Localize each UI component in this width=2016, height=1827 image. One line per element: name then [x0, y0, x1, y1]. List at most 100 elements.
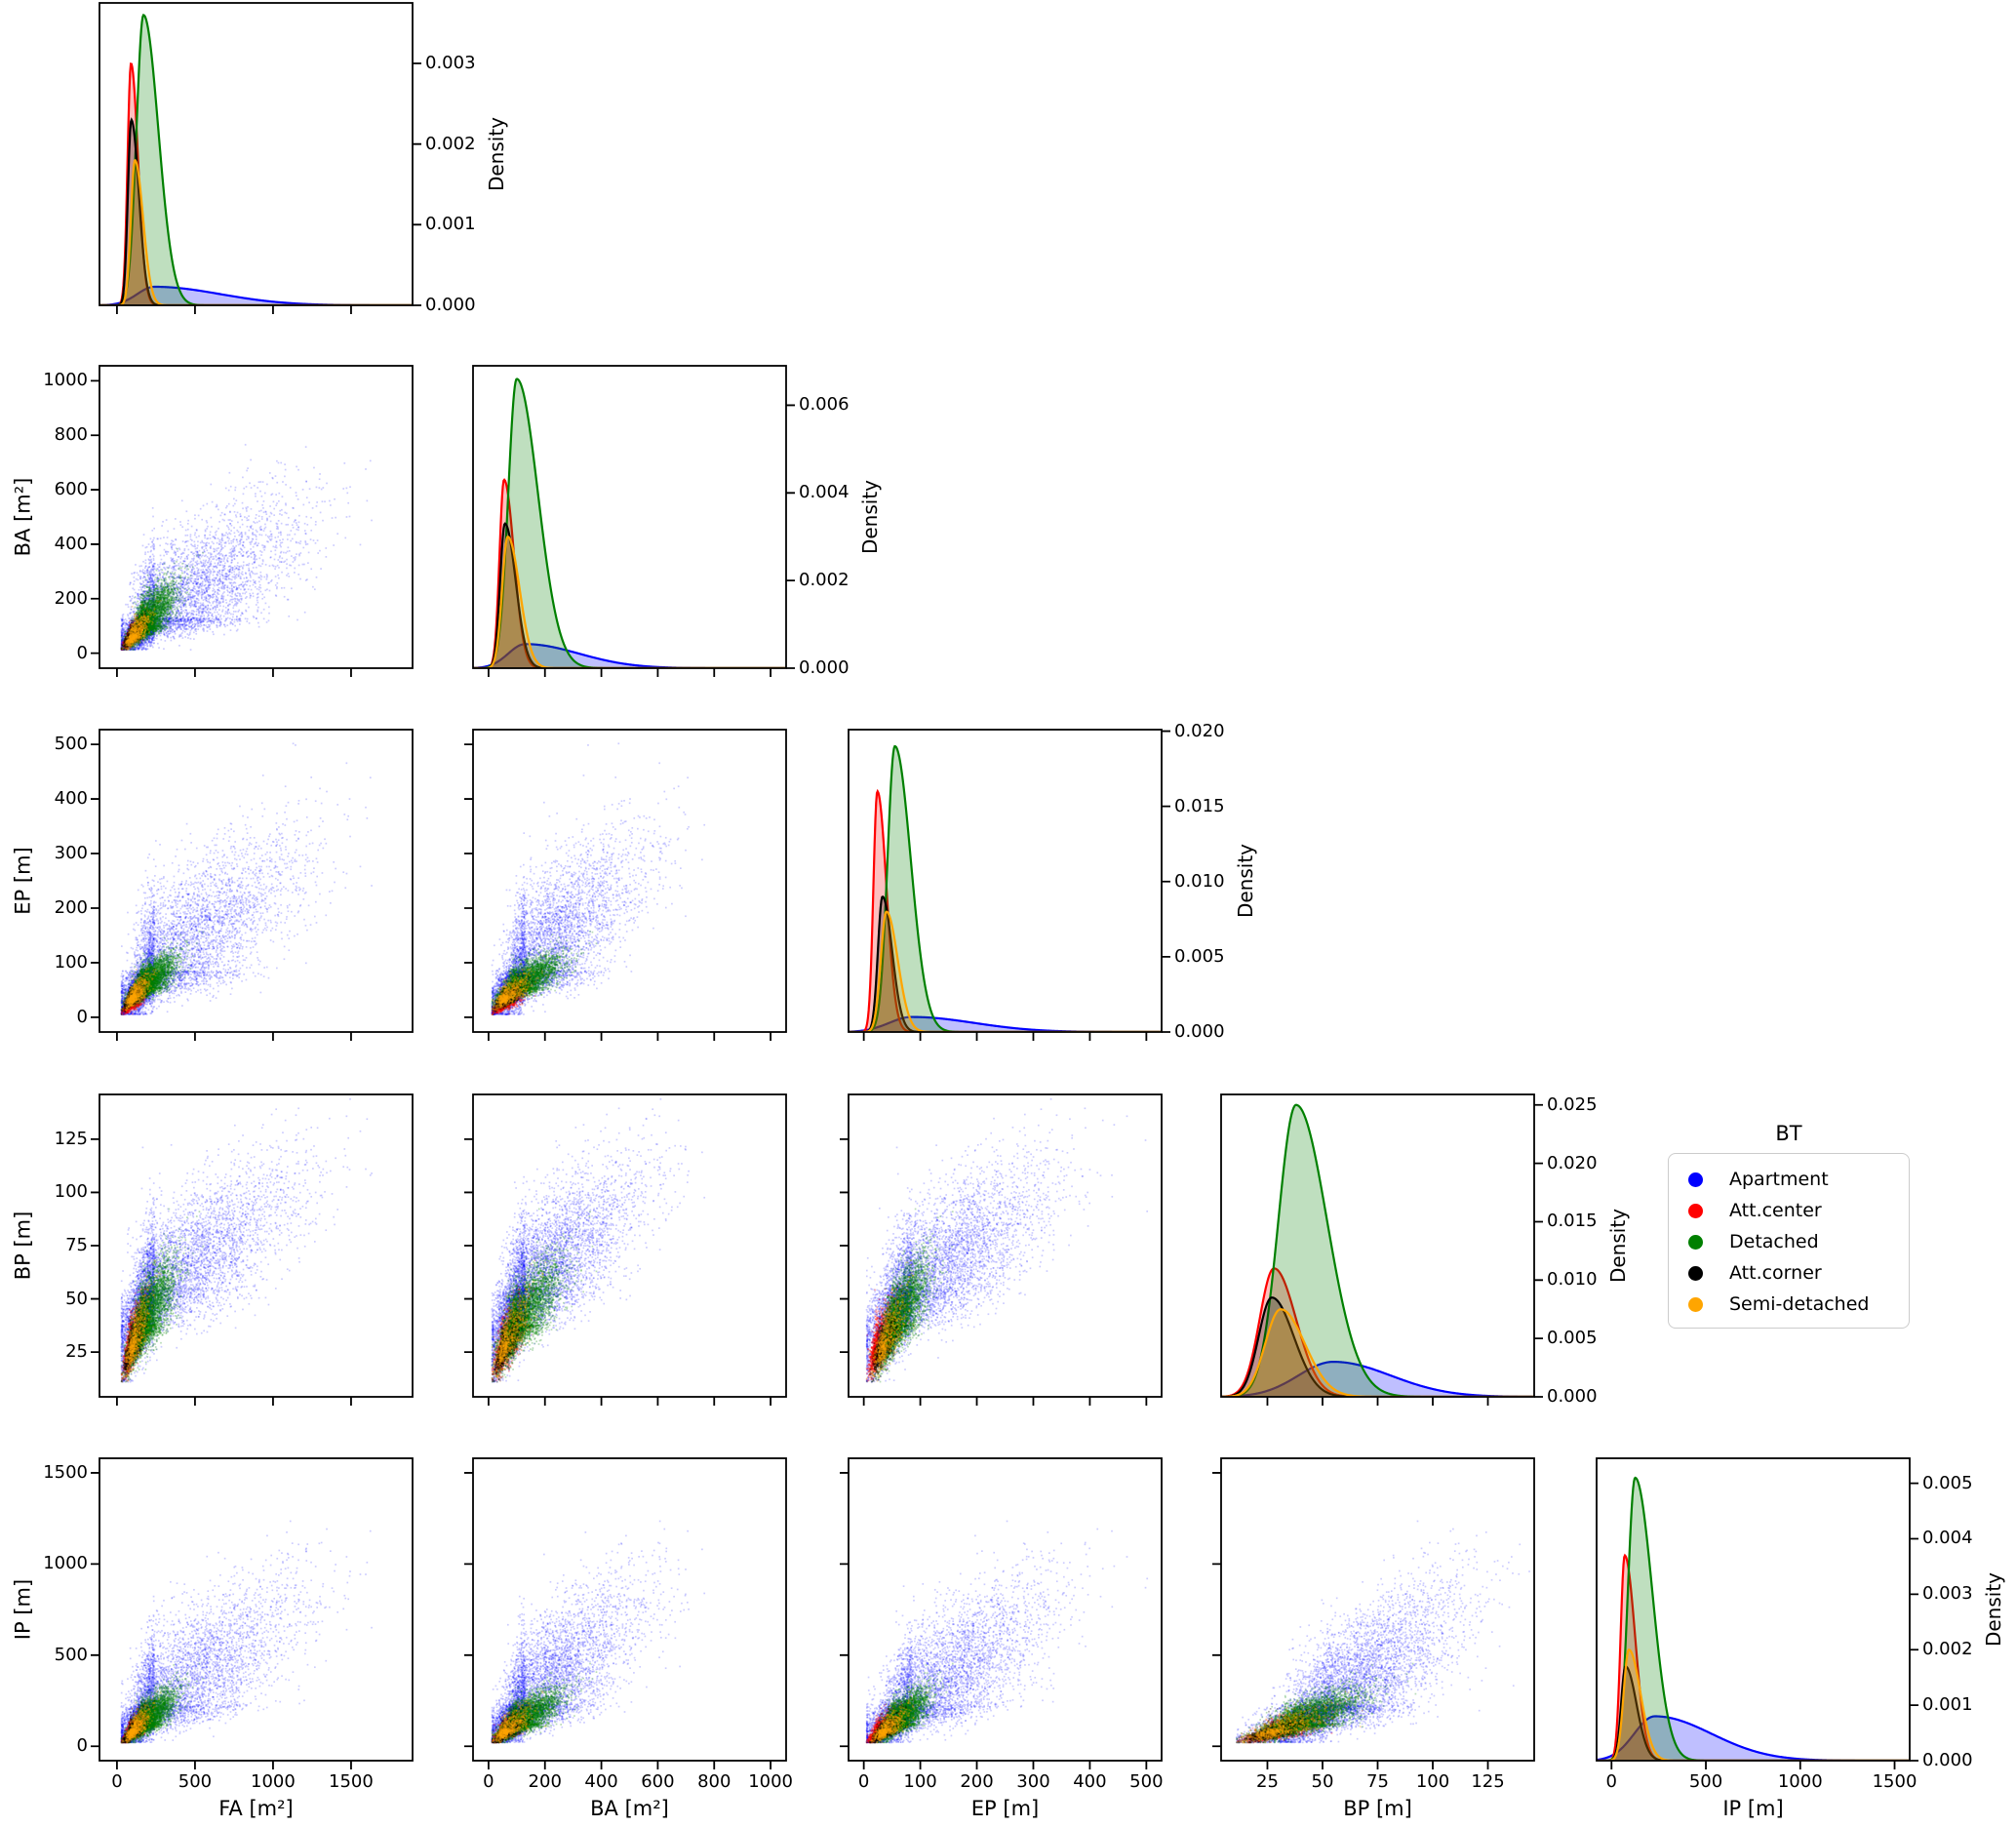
density-tick-label: 0.001 — [425, 214, 476, 235]
legend-item-label: Apartment — [1729, 1169, 1829, 1190]
x-tick-label: 50 — [1311, 1771, 1334, 1792]
legend-item-label: Semi-detached — [1729, 1293, 1870, 1315]
scatter-panel-BP-vs-BA — [457, 1079, 802, 1412]
y-tick-label: 75 — [65, 1235, 88, 1255]
y-tick-label: 500 — [54, 1644, 88, 1665]
x-tick-label: 1000 — [748, 1771, 793, 1792]
y-tick-label: 200 — [54, 896, 88, 918]
x-tick-label: 400 — [1073, 1771, 1107, 1792]
scatter-panel-EP-vs-FA — [84, 714, 428, 1048]
density-tick-label: 0.002 — [1922, 1639, 1973, 1660]
density-tick-label: 0.020 — [1547, 1152, 1598, 1173]
y-tick-label: 500 — [54, 734, 88, 755]
scatter-panel-IP-vs-BP — [1206, 1443, 1550, 1776]
density-tick-label: 0.010 — [1547, 1269, 1598, 1291]
density-tick-label: 0.000 — [1922, 1750, 1973, 1770]
x-axis-label: BP [m] — [1343, 1797, 1412, 1820]
density-tick-label: 0.000 — [799, 657, 850, 678]
x-tick-label: 75 — [1366, 1771, 1389, 1792]
x-tick-label: 1000 — [251, 1771, 296, 1792]
x-tick-label: 800 — [697, 1771, 731, 1792]
density-axis-label: Density — [1606, 1208, 1630, 1284]
scatter-panel-EP-vs-BA — [457, 714, 802, 1048]
x-tick-label: 500 — [178, 1771, 213, 1792]
density-axis-label: Density — [485, 116, 508, 192]
legend-item-label: Att.center — [1729, 1200, 1822, 1221]
kde-panel-BP — [1206, 1079, 1550, 1412]
x-tick-label: 1500 — [1872, 1771, 1917, 1792]
density-tick-label: 0.000 — [425, 295, 476, 315]
density-tick-label: 0.002 — [425, 133, 476, 154]
kde-panel-FA — [84, 0, 428, 321]
scatter-panel-IP-vs-EP — [833, 1443, 1177, 1776]
legend-swatch-detached-icon — [1688, 1234, 1703, 1250]
scatter-panel-BA-vs-FA — [84, 350, 428, 684]
scatter-panel-IP-vs-BA — [457, 1443, 802, 1776]
y-tick-label: 0 — [76, 642, 88, 663]
scatter-panel-BP-vs-EP — [833, 1079, 1177, 1412]
density-tick-label: 0.005 — [1922, 1472, 1973, 1493]
legend-swatch-att-center-icon — [1688, 1203, 1703, 1218]
legend-item-detached: Detached — [1669, 1226, 1909, 1257]
density-tick-label: 0.004 — [1922, 1528, 1973, 1549]
kde-panel-BA — [457, 350, 802, 684]
x-tick-label: 200 — [528, 1771, 562, 1792]
x-axis-label: IP [m] — [1722, 1797, 1784, 1820]
legend-item-label: Detached — [1729, 1231, 1819, 1252]
y-tick-label: 400 — [54, 788, 88, 810]
x-tick-label: 1500 — [329, 1771, 374, 1792]
density-tick-label: 0.005 — [1174, 945, 1225, 967]
y-tick-label: 600 — [54, 479, 88, 500]
density-tick-label: 0.005 — [1547, 1328, 1598, 1349]
density-tick-label: 0.025 — [1547, 1093, 1598, 1115]
y-tick-label: 100 — [54, 951, 88, 973]
density-tick-label: 0.006 — [799, 394, 850, 416]
y-tick-label: 400 — [54, 533, 88, 554]
x-tick-label: 100 — [1415, 1771, 1450, 1792]
legend-item-semi-detached: Semi-detached — [1669, 1289, 1909, 1320]
x-axis-label: FA [m²] — [218, 1797, 294, 1820]
x-tick-label: 0 — [857, 1771, 870, 1792]
density-tick-label: 0.000 — [1547, 1386, 1598, 1407]
y-tick-label: 300 — [54, 843, 88, 864]
x-axis-label: EP [m] — [970, 1797, 1040, 1820]
density-axis-label: Density — [1234, 843, 1257, 919]
density-tick-label: 0.010 — [1174, 870, 1225, 892]
y-axis-label: IP [m] — [11, 1578, 35, 1641]
y-tick-label: 0 — [76, 1006, 88, 1027]
density-axis-label: Density — [858, 479, 882, 555]
kde-panel-IP — [1581, 1443, 1925, 1776]
legend-item-label: Att.corner — [1729, 1262, 1822, 1284]
y-tick-label: 1000 — [43, 370, 88, 391]
y-axis-label: BA [m²] — [11, 477, 35, 557]
legend-box: Apartment Att.center Detached Att.corner Sem… — [1668, 1153, 1910, 1329]
x-tick-label: 500 — [1688, 1771, 1723, 1792]
scatter-panel-IP-vs-FA — [84, 1443, 428, 1776]
y-tick-label: 800 — [54, 424, 88, 446]
x-tick-label: 500 — [1129, 1771, 1164, 1792]
x-tick-label: 1000 — [1777, 1771, 1823, 1792]
y-tick-label: 125 — [54, 1128, 88, 1149]
legend-item-att-center: Att.center — [1669, 1195, 1909, 1226]
x-tick-label: 25 — [1256, 1771, 1279, 1792]
y-tick-label: 1500 — [43, 1461, 88, 1483]
legend: BT Apartment Att.center Detached Att.corner… — [1668, 1122, 1910, 1329]
x-tick-label: 400 — [584, 1771, 618, 1792]
y-tick-label: 100 — [54, 1181, 88, 1203]
y-axis-label: BP [m] — [11, 1211, 35, 1281]
scatter-panel-BP-vs-FA — [84, 1079, 428, 1412]
legend-item-apartment: Apartment — [1669, 1164, 1909, 1195]
y-tick-label: 50 — [65, 1288, 88, 1309]
x-tick-label: 600 — [641, 1771, 675, 1792]
density-tick-label: 0.004 — [799, 482, 850, 503]
x-axis-label: BA [m²] — [590, 1797, 669, 1820]
density-tick-label: 0.015 — [1547, 1211, 1598, 1232]
legend-swatch-apartment-icon — [1688, 1172, 1703, 1187]
x-tick-label: 100 — [903, 1771, 937, 1792]
legend-swatch-semi-detached-icon — [1688, 1296, 1703, 1312]
density-tick-label: 0.020 — [1174, 720, 1225, 741]
density-tick-label: 0.003 — [1922, 1583, 1973, 1605]
density-tick-label: 0.002 — [799, 570, 850, 591]
density-tick-label: 0.003 — [425, 53, 476, 73]
